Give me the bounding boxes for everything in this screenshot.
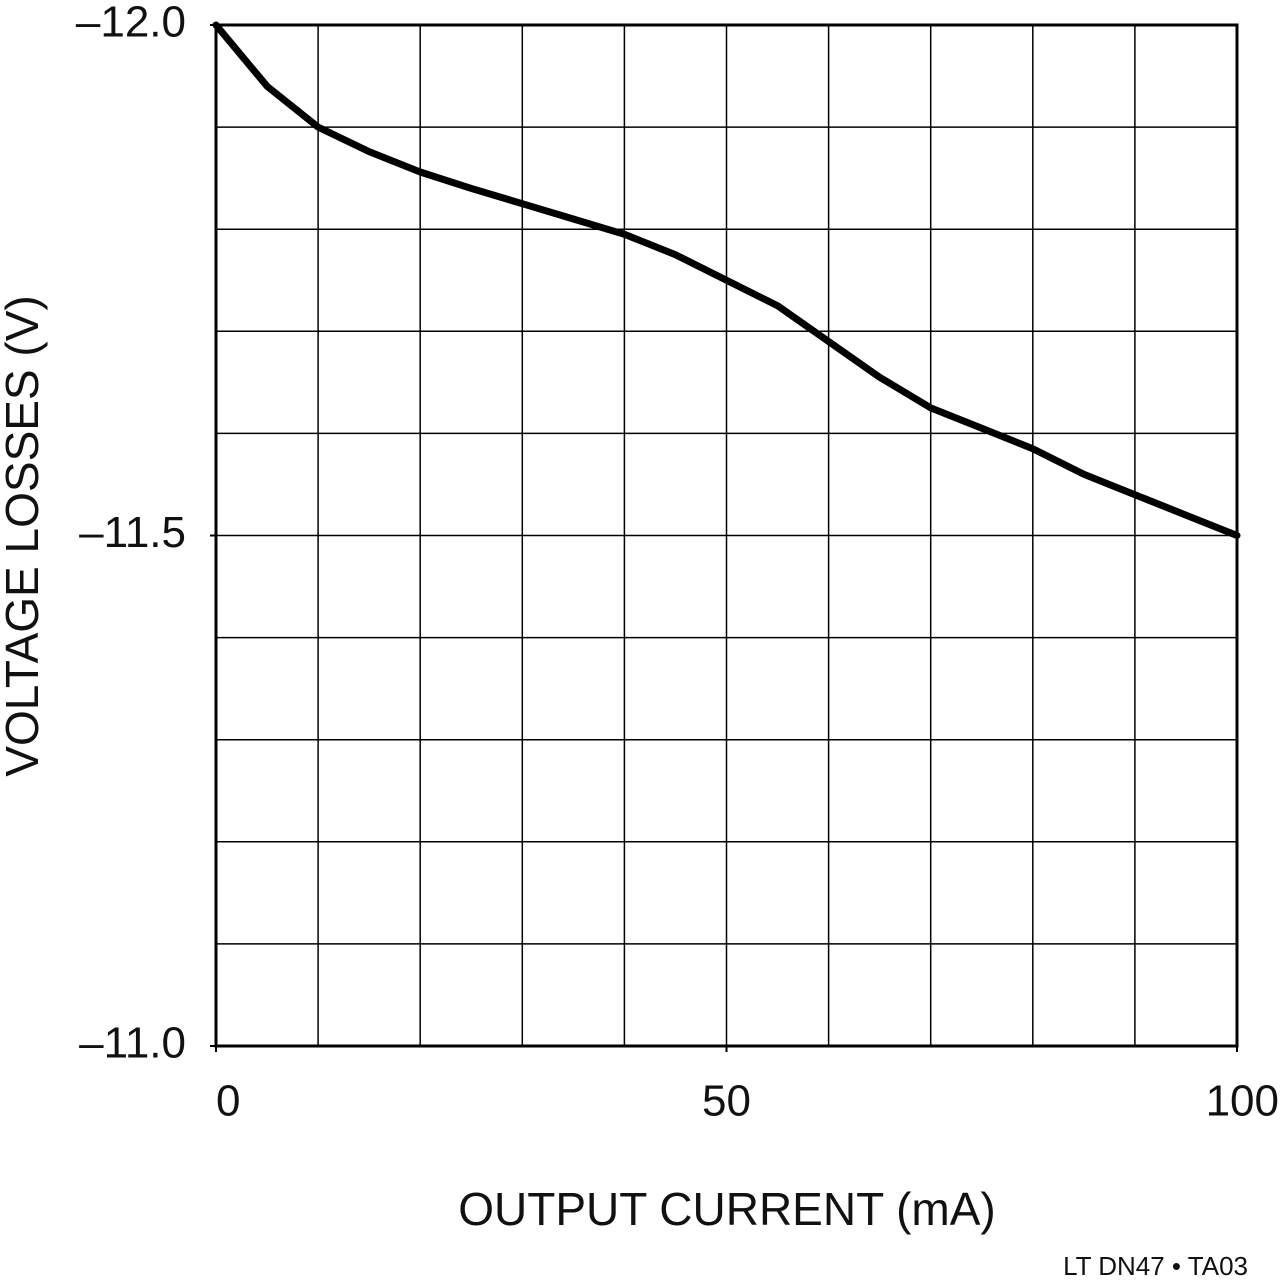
- x-tick-label: 100: [1206, 1077, 1279, 1126]
- x-tick-label: 50: [702, 1077, 751, 1126]
- y-tick-label: –11.0: [79, 1019, 186, 1068]
- x-tick-label: 0: [216, 1077, 240, 1126]
- footnote: LT DN47 • TA03: [1063, 1251, 1248, 1281]
- y-axis-label: VOLTAGE LOSSES (V): [0, 295, 48, 776]
- x-axis-label: OUTPUT CURRENT (mA): [458, 1183, 996, 1235]
- y-tick-label: –11.5: [79, 508, 186, 557]
- line-series: [212, 21, 1241, 539]
- y-tick-label: –12.0: [76, 0, 186, 47]
